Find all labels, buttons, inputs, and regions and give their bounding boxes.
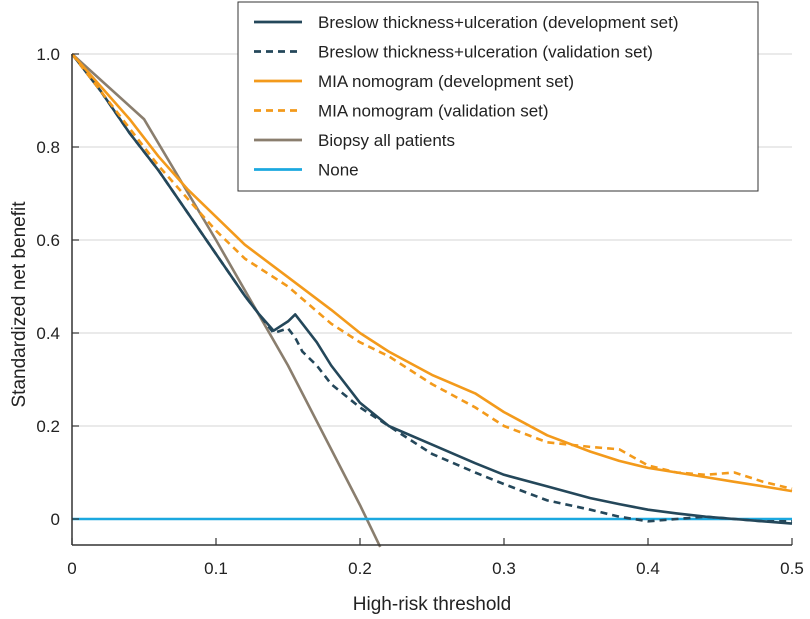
legend-label-0: Breslow thickness+ulceration (developmen… [318, 13, 678, 32]
y-axis-title: Standardized net benefit [9, 201, 30, 408]
legend-label-1: Breslow thickness+ulceration (validation… [318, 43, 653, 62]
series-line-2 [71, 53, 793, 493]
x-tick-label-0: 0 [67, 559, 76, 578]
tick-labels: 0 0.1 0.2 0.3 0.4 0.5 0 0.2 0.4 0.6 0.8 1.0 [36, 45, 803, 578]
y-tick-label-5: 1.0 [36, 45, 60, 64]
x-tick-label-2: 0.2 [348, 559, 372, 578]
x-tick-label-5: 0.5 [780, 559, 804, 578]
legend: Breslow thickness+ulceration (developmen… [237, 1, 759, 192]
legend-label-3: MIA nomogram (validation set) [318, 102, 549, 121]
legend-label-5: None [318, 161, 359, 180]
y-tick-label-3: 0.6 [36, 231, 60, 250]
y-tick-label-4: 0.8 [36, 138, 60, 157]
series-line-4 [71, 53, 382, 548]
axes [71, 54, 792, 546]
y-tick-label-2: 0.4 [36, 324, 60, 343]
x-axis-title: High-risk threshold [353, 594, 511, 615]
series-lines [70, 53, 793, 548]
x-tick-label-1: 0.1 [204, 559, 228, 578]
x-tick-label-4: 0.4 [636, 559, 660, 578]
legend-label-2: MIA nomogram (development set) [318, 72, 574, 91]
legend-box [237, 1, 759, 192]
y-tick-label-1: 0.2 [36, 417, 60, 436]
legend-label-4: Biopsy all patients [318, 131, 455, 150]
y-tick-label-0: 0 [51, 510, 60, 529]
x-tick-label-3: 0.3 [492, 559, 516, 578]
series-line-0 [70, 53, 793, 525]
